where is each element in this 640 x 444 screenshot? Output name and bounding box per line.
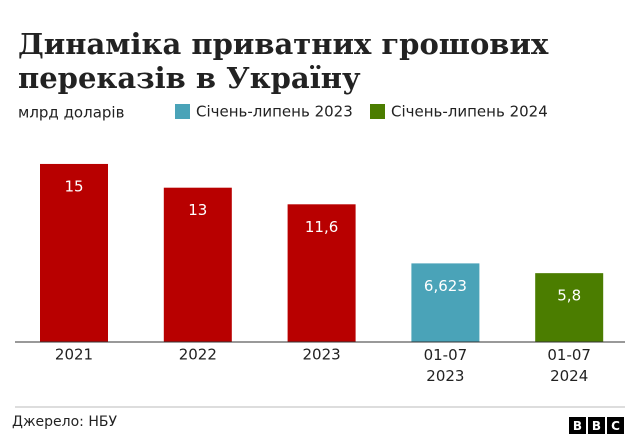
- x-tick-label: 01-07 2023: [424, 346, 468, 385]
- legend-label: Січень-липень 2024: [391, 103, 548, 121]
- bar: [40, 163, 108, 342]
- legend-label: Січень-липень 2023: [196, 103, 353, 121]
- logo-block: [569, 417, 586, 434]
- x-tick-label: 01-07 2024: [547, 346, 591, 385]
- x-tick-label: 2021: [55, 346, 93, 364]
- legend-swatch: [370, 104, 385, 119]
- logo-letter: B: [592, 419, 601, 433]
- value-label: 6,623: [424, 277, 467, 295]
- x-tick-label: 2022: [179, 346, 217, 364]
- logo-block: [607, 417, 624, 434]
- bar: [535, 273, 604, 342]
- source: Джерело: НБУ: [12, 414, 117, 430]
- logo-letter: B: [573, 419, 582, 433]
- value-label: 15: [64, 177, 83, 195]
- chart-subtitle: млрд доларів: [18, 104, 124, 122]
- bar: [287, 204, 356, 342]
- legend-swatch: [175, 104, 190, 119]
- bar: [411, 263, 480, 342]
- value-label: 13: [188, 201, 207, 219]
- value-label: 11,6: [305, 218, 338, 236]
- bar: [163, 187, 232, 342]
- x-tick-label: 2023: [303, 346, 341, 364]
- chart-title: Динаміка приватних грошових переказів в У…: [18, 27, 549, 95]
- value-label: 5,8: [557, 287, 581, 305]
- logo-letter: C: [611, 419, 620, 433]
- logo-block: [588, 417, 605, 434]
